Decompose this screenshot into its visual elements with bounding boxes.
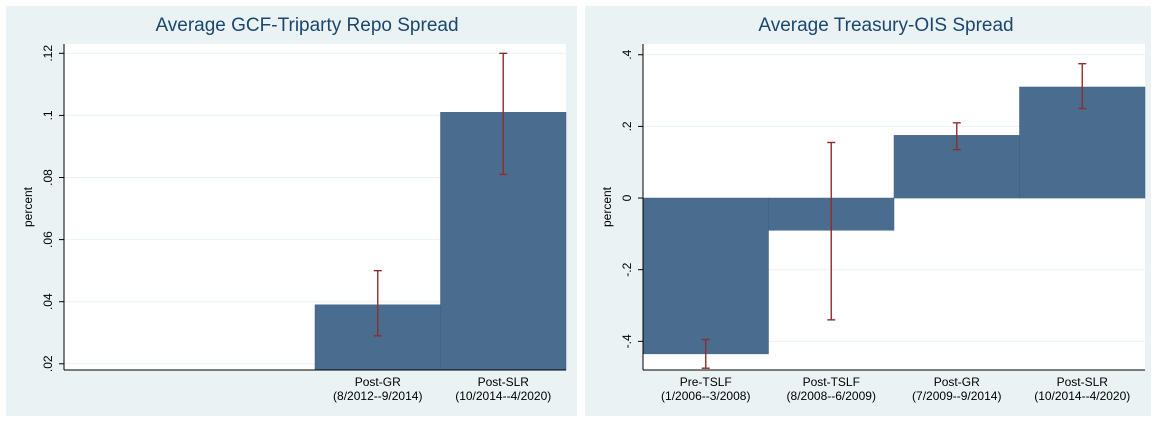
treasury-ois-chart: Average Treasury-OIS Spread -.4 -.2 0 .2 .4 pe…: [600, 15, 1146, 403]
x-tick-sublabel: (1/2006--3/2008): [661, 389, 750, 403]
x-tick-label: Post-GR: [934, 375, 980, 389]
x-tick-sublabel: (10/2014--4/2020): [455, 389, 551, 403]
y-tick-label: .06: [41, 231, 55, 248]
y-tick-label: .4: [620, 49, 634, 59]
y-tick-label: 0: [620, 194, 634, 201]
y-tick-label: .02: [41, 355, 55, 372]
y-tick-label: .12: [41, 45, 55, 62]
chart-title: Average Treasury-OIS Spread: [758, 15, 1013, 36]
y-axis-label: percent: [600, 186, 614, 227]
x-tick-label: Post-SLR: [478, 375, 530, 389]
y-tick-label: -.2: [620, 262, 634, 276]
treasury-ois-panel: Average Treasury-OIS Spread -.4 -.2 0 .2 .4 pe…: [585, 6, 1151, 416]
y-axis-label: percent: [21, 186, 35, 227]
x-tick-label: Post-GR: [355, 375, 401, 389]
y-tick-label: .08: [41, 169, 55, 186]
x-tick-label: Post-TSLF: [803, 375, 860, 389]
x-tick-sublabel: (10/2014--4/2020): [1034, 389, 1130, 403]
x-tick-sublabel: (8/2012--9/2014): [333, 389, 422, 403]
repo-spread-chart: Average GCF-Triparty Repo Spread .02 .04 .0…: [21, 15, 567, 403]
y-tick-label: .2: [620, 121, 634, 131]
repo-spread-panel: Average GCF-Triparty Repo Spread .02 .04 .0…: [6, 6, 577, 416]
x-tick-sublabel: (8/2008--6/2009): [787, 389, 876, 403]
x-tick-label: Pre-TSLF: [680, 375, 732, 389]
x-tick-label: Post-SLR: [1057, 375, 1109, 389]
x-tick-sublabel: (7/2009--9/2014): [912, 389, 1001, 403]
y-tick-label: -.4: [620, 334, 634, 348]
y-tick-label: .1: [41, 110, 55, 120]
chart-title: Average GCF-Triparty Repo Spread: [155, 15, 458, 36]
y-tick-label: .04: [41, 293, 55, 310]
bar: [642, 197, 769, 355]
